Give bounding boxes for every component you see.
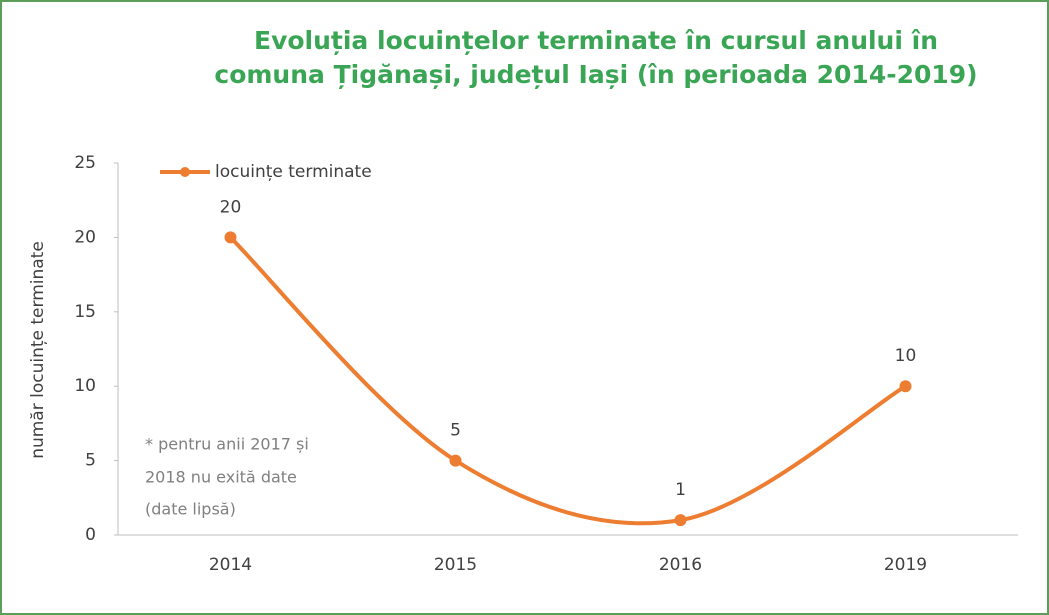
y-tick-label: 10 <box>74 376 96 396</box>
annotation: 2018 nu exită date <box>145 468 297 487</box>
y-tick-label: 5 <box>85 451 96 471</box>
series-line <box>229 235 907 526</box>
chart-title: comuna Țigănași, județul Iași (în perioa… <box>214 60 977 89</box>
point <box>449 454 462 467</box>
y-axis-label: număr locuințe terminate <box>28 241 48 459</box>
data-label: 20 <box>220 197 242 217</box>
y-tick-label: 25 <box>74 153 96 173</box>
point <box>899 380 912 393</box>
point <box>674 514 687 527</box>
legend-label: locuințe terminate <box>215 162 372 182</box>
x-tick-label: 2015 <box>434 555 477 575</box>
y-tick-label: 20 <box>74 227 96 247</box>
x-tick-label: 2014 <box>209 555 252 575</box>
annotation: (date lipsă) <box>145 500 236 519</box>
annotation: * pentru anii 2017 și <box>145 435 309 454</box>
legend-marker <box>180 167 190 177</box>
x-tick-label: 2016 <box>659 555 702 575</box>
point <box>224 231 237 244</box>
y-tick-label: 0 <box>85 525 96 545</box>
x-tick-label: 2019 <box>884 555 927 575</box>
data-label: 1 <box>675 480 686 500</box>
data-label: 10 <box>895 346 917 366</box>
chart-title: Evoluția locuințelor terminate în cursul… <box>254 26 938 55</box>
data-label: 5 <box>450 421 461 441</box>
y-tick-label: 15 <box>74 302 96 322</box>
